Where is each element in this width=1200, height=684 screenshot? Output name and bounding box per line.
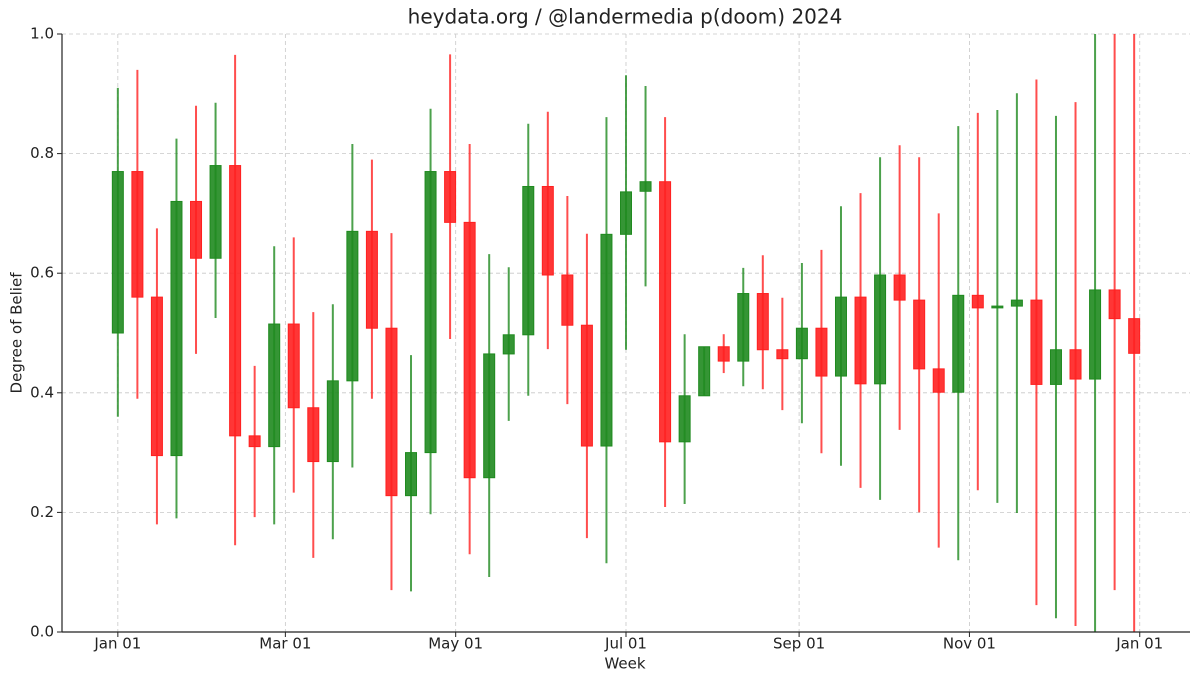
y-tick-label: 0.6: [30, 264, 54, 282]
candle-body: [932, 368, 945, 393]
candle-body: [170, 200, 183, 457]
candle-body: [620, 191, 632, 235]
candle-body: [483, 353, 496, 479]
y-axis-label: Degree of Belief: [8, 272, 26, 394]
candle-body: [1030, 299, 1043, 385]
candle-body: [424, 171, 437, 454]
candles: [111, 34, 1141, 632]
candle-body: [580, 324, 593, 447]
candle-body: [815, 327, 828, 377]
candle-body: [287, 323, 300, 409]
candle-body: [209, 165, 222, 259]
candle-body: [717, 346, 730, 362]
candle-body: [1049, 349, 1062, 385]
candle-body: [111, 171, 124, 334]
y-tick-label: 0.2: [30, 503, 54, 521]
x-tick-label: Jan 01: [93, 635, 141, 653]
candle-body: [971, 294, 984, 309]
candle-body: [1089, 289, 1102, 380]
candle-body: [463, 221, 476, 479]
candle-body: [874, 274, 887, 385]
candle-body: [268, 323, 281, 448]
candle-body: [131, 171, 144, 298]
candle-body: [1128, 318, 1141, 354]
candle-body: [854, 296, 867, 385]
candle-body: [659, 181, 672, 443]
candle-body: [522, 185, 535, 336]
candle-body: [326, 380, 339, 463]
candle-body: [541, 185, 554, 276]
candle-body: [346, 230, 359, 382]
candle-body: [444, 171, 457, 223]
x-tick-label: Sep 01: [773, 635, 825, 653]
candle-body: [365, 230, 378, 329]
x-tick-label: Jul 01: [604, 635, 647, 653]
candle-body: [776, 349, 789, 360]
y-tick-label: 0.8: [30, 144, 54, 162]
candle-body: [639, 181, 652, 192]
x-axis-label: Week: [604, 655, 645, 673]
y-tick-label: 1.0: [30, 25, 54, 43]
y-tick-label: 0.4: [30, 383, 54, 401]
candle-body: [678, 395, 691, 443]
candle-body: [385, 327, 398, 497]
candle-body: [229, 165, 242, 437]
candle-body: [952, 294, 965, 393]
candle-body: [756, 293, 769, 351]
candle-body: [561, 274, 574, 326]
candle-body: [991, 305, 1004, 309]
candle-body: [248, 435, 261, 448]
candle-body: [893, 274, 906, 301]
candle-body: [913, 299, 926, 370]
candle-body: [405, 452, 418, 497]
x-tick-label: May 01: [428, 635, 483, 653]
candle-body: [1108, 289, 1121, 320]
candle-body: [190, 200, 203, 259]
candle-body: [737, 293, 750, 362]
x-tick-label: Jan 01: [1115, 635, 1163, 653]
candle-body: [698, 346, 711, 397]
candle-body: [1069, 349, 1082, 380]
candle-body: [600, 233, 613, 447]
candle-body: [502, 334, 515, 355]
y-tick-label: 0.0: [30, 623, 54, 641]
candle-body: [1010, 299, 1023, 307]
x-tick-label: Mar 01: [259, 635, 311, 653]
candle-body: [150, 296, 163, 457]
x-tick-label: Nov 01: [943, 635, 996, 653]
candle-body: [834, 296, 847, 377]
candle-body: [795, 327, 808, 360]
chart-title: heydata.org / @landermedia p(doom) 2024: [408, 5, 843, 29]
candle-body: [307, 407, 320, 463]
